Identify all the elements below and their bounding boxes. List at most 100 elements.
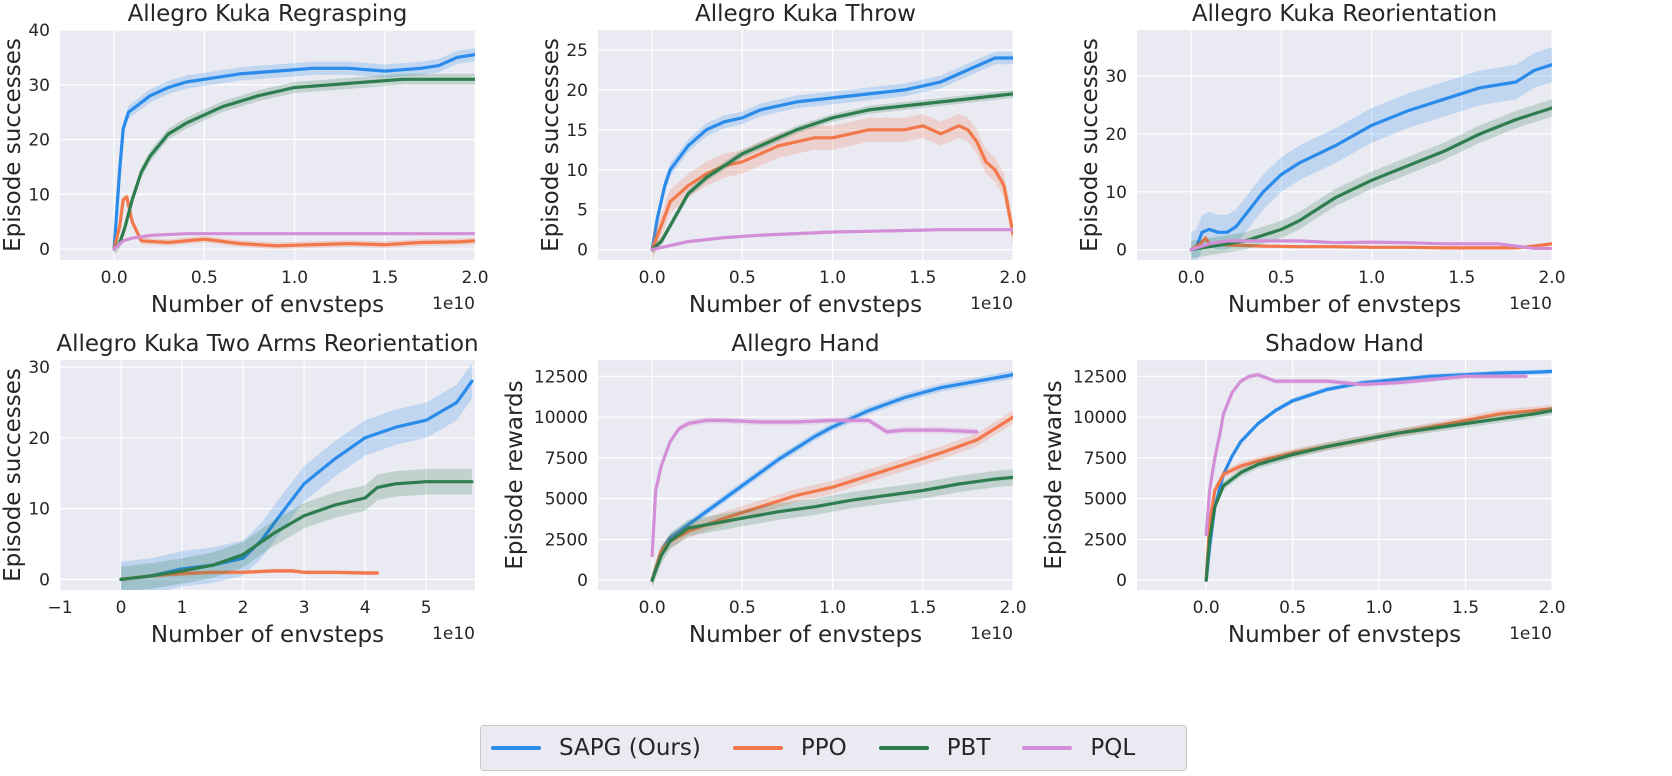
x-tick-label: 0.0: [639, 598, 666, 618]
x-tick-label: 3: [299, 598, 310, 618]
series-line-sapg: [119, 379, 474, 582]
y-tick-label: 5000: [1084, 490, 1127, 510]
legend-line-pbt: [878, 746, 929, 750]
y-axis-label: Episode successes: [0, 368, 26, 582]
series-group: [119, 363, 474, 590]
x-axis-label: Number of envsteps: [1228, 622, 1461, 648]
series-line-pql: [1204, 373, 1528, 537]
x-tick-label: 0.0: [1193, 598, 1220, 618]
chart-panel-5: 0.0 0.5 1.0 1.5 2.0 0 2500 5000 7500 10000 12500 Al…: [502, 331, 1027, 648]
series-band-ppo: [652, 113, 1013, 260]
y-tick-label: 15: [566, 121, 588, 141]
series-line-ppo: [119, 569, 379, 582]
chart-title: Shadow Hand: [1265, 331, 1424, 357]
series-line-pql: [112, 232, 475, 251]
x-tick-label: 1.5: [371, 268, 398, 288]
y-tick-label: 0: [39, 240, 50, 260]
x-axis-label: Number of envsteps: [1228, 292, 1461, 318]
legend-item-sapg: SAPG (Ours): [491, 735, 701, 761]
y-tick-label: 2500: [1084, 530, 1127, 550]
y-tick-label: 10: [28, 185, 50, 205]
series-line-ppo: [650, 124, 1013, 252]
x-tick-label: 0.0: [639, 268, 666, 288]
y-tick-label: 7500: [1084, 449, 1127, 469]
y-tick-label: 0: [1116, 571, 1127, 591]
x-tick-label: 0.5: [191, 268, 218, 288]
y-tick-label: 10000: [1073, 408, 1127, 428]
chart-panel-6: 0.0 0.5 1.0 1.5 2.0 0 2500 5000 7500 10000 12500 Sh…: [1041, 331, 1566, 648]
x-tick-label: 1.0: [819, 598, 846, 618]
x-tick-label: 0.0: [101, 268, 128, 288]
chart-title: Allegro Kuka Regrasping: [128, 1, 408, 27]
x-offset-label: 1e10: [1509, 624, 1552, 644]
series-group: [650, 370, 1013, 589]
x-tick-label: 1: [177, 598, 188, 618]
x-tick-label: 1.0: [1366, 598, 1393, 618]
y-tick-label: 10: [566, 161, 588, 181]
series-band-ppo: [652, 410, 1013, 587]
y-tick-label: 0: [39, 570, 50, 590]
y-tick-label: 30: [28, 76, 50, 96]
series-group: [1189, 47, 1552, 260]
x-axis-label: Number of envsteps: [151, 292, 384, 318]
y-tick-label: 40: [28, 21, 50, 41]
series-group: [1204, 369, 1552, 585]
legend-item-ppo: PPO: [732, 735, 847, 761]
series-band-sapg: [652, 51, 1013, 256]
plot-area: [598, 30, 1013, 260]
x-offset-label: 1e10: [1509, 294, 1552, 314]
x-tick-label: −1: [47, 598, 72, 618]
legend: SAPG (Ours) PPO PBT PQL: [480, 725, 1187, 771]
y-axis-label: Episode successes: [1077, 38, 1103, 252]
x-tick-label: 2.0: [1538, 598, 1565, 618]
x-tick-label: 1.5: [909, 268, 936, 288]
legend-line-ppo: [732, 746, 783, 750]
x-tick-label: 1.5: [1448, 268, 1475, 288]
legend-label-pql: PQL: [1090, 735, 1136, 761]
legend-label-ppo: PPO: [800, 735, 847, 761]
x-tick-label: 2.0: [999, 268, 1026, 288]
y-tick-label: 20: [1105, 125, 1127, 145]
series-line-ppo: [1189, 236, 1552, 252]
series-line-pbt: [650, 475, 1013, 582]
series-line-sapg: [112, 52, 475, 251]
y-axis-label: Episode successes: [0, 38, 26, 252]
x-tick-label: 5: [421, 598, 432, 618]
x-tick-label: 0.5: [729, 268, 756, 288]
plot-area: [60, 360, 475, 590]
y-axis-label: Episode successes: [538, 38, 564, 252]
chart-title: Allegro Hand: [731, 331, 879, 357]
chart-panel-4: −1 0 1 2 3 4 5 0 10 20 30 Allegro Kuka Two Arms Reo…: [0, 331, 479, 648]
x-tick-label: 0.5: [1279, 598, 1306, 618]
x-offset-label: 1e10: [432, 294, 475, 314]
x-offset-label: 1e10: [970, 294, 1013, 314]
x-tick-label: 0.5: [1268, 268, 1295, 288]
series-line-sapg: [650, 56, 1013, 252]
chart-title: Allegro Kuka Reorientation: [1192, 1, 1497, 27]
series-line-sapg: [1204, 369, 1552, 582]
x-axis-label: Number of envsteps: [689, 622, 922, 648]
series-line-pql: [650, 418, 979, 558]
y-tick-label: 5: [577, 201, 588, 221]
x-offset-label: 1e10: [970, 624, 1013, 644]
series-band-sapg: [114, 48, 475, 256]
x-tick-label: 0.0: [1178, 268, 1205, 288]
y-tick-label: 20: [566, 81, 588, 101]
chart-title: Allegro Kuka Two Arms Reorientation: [56, 331, 478, 357]
x-tick-label: 1.0: [281, 268, 308, 288]
series-band-sapg: [121, 363, 472, 590]
legend-item-pbt: PBT: [878, 735, 990, 761]
x-tick-label: 2.0: [1538, 268, 1565, 288]
y-axis-label: Episode rewards: [1041, 380, 1067, 569]
y-tick-label: 10: [28, 500, 50, 520]
series-line-ppo: [112, 195, 475, 251]
legend-label-sapg: SAPG (Ours): [559, 735, 701, 761]
x-offset-label: 1e10: [432, 624, 475, 644]
series-group: [650, 51, 1013, 260]
y-tick-label: 2500: [545, 530, 588, 550]
series-band-sapg: [1191, 47, 1552, 260]
chart-panel-1: 0.0 0.5 1.0 1.5 2.0 0 10 20 30 40 Allegro Kuka Reg…: [0, 1, 489, 318]
x-tick-label: 4: [360, 598, 371, 618]
series-line-pql: [650, 228, 1013, 252]
series-line-sapg: [1189, 63, 1552, 252]
